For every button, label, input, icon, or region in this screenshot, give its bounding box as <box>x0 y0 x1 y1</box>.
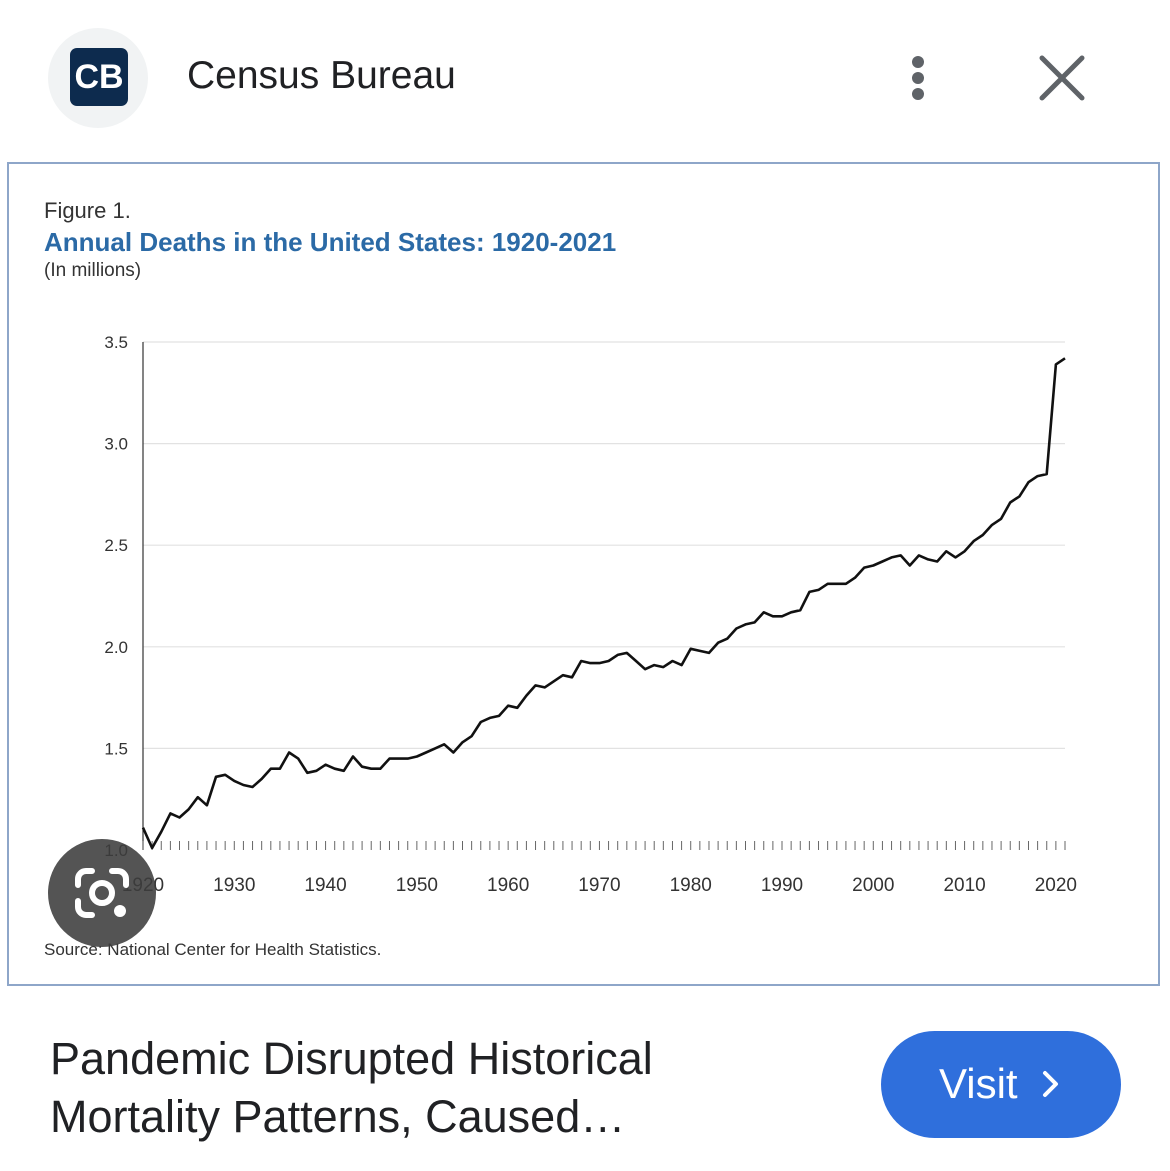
x-tick-label: 1930 <box>213 875 255 896</box>
figure-source: Source: National Center for Health Stati… <box>44 940 382 959</box>
x-tick-label: 1970 <box>578 875 620 896</box>
close-button[interactable] <box>1030 48 1094 108</box>
census-bureau-logo: CB <box>70 48 128 106</box>
more-vertical-icon-dot <box>912 88 924 100</box>
close-icon <box>1039 55 1085 101</box>
deaths-line-chart: 1.01.52.02.53.03.51920193019401950196019… <box>104 333 1077 896</box>
series-line <box>141 357 1066 850</box>
x-tick-label: 2010 <box>943 875 985 896</box>
y-tick-label: 3.0 <box>104 435 128 454</box>
figure-image[interactable]: Figure 1. Annual Deaths in the United St… <box>7 162 1160 986</box>
x-tick-label: 2020 <box>1035 875 1077 896</box>
more-options-button[interactable] <box>893 48 943 108</box>
lens-search-button[interactable] <box>48 839 156 947</box>
x-tick-label: 2000 <box>852 875 894 896</box>
y-tick-label: 3.5 <box>104 333 128 352</box>
result-header: CB Census Bureau <box>0 0 1170 155</box>
y-tick-label: 2.5 <box>104 536 128 555</box>
x-tick-label: 1990 <box>761 875 803 896</box>
x-tick-label: 1950 <box>396 875 438 896</box>
source-name[interactable]: Census Bureau <box>187 54 456 97</box>
figure-label: Figure 1. <box>44 198 131 223</box>
result-title[interactable]: Pandemic Disrupted Historical Mortality … <box>50 1033 653 1142</box>
y-tick-label: 2.0 <box>104 638 128 657</box>
chevron-right-icon <box>1043 1071 1058 1097</box>
x-tick-label: 1980 <box>670 875 712 896</box>
more-vertical-icon <box>912 56 924 68</box>
camera-search-icon <box>75 868 129 918</box>
visit-label: Visit <box>939 1060 1018 1107</box>
y-tick-label: 1.5 <box>104 739 128 758</box>
visit-button[interactable]: Visit <box>881 1031 1121 1138</box>
more-vertical-icon-dot <box>912 72 924 84</box>
x-tick-label: 1940 <box>304 875 346 896</box>
chart-title: Annual Deaths in the United States: 1920… <box>44 227 617 257</box>
chart-subtitle: (In millions) <box>44 260 142 281</box>
x-tick-label: 1960 <box>487 875 529 896</box>
